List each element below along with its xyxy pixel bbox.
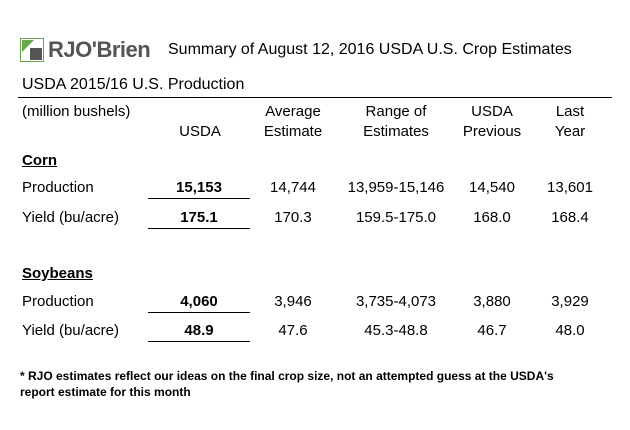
- range-value: 45.3-48.8: [364, 322, 428, 339]
- last-year-value: 48.0: [555, 322, 585, 339]
- units-label: (million bushels): [22, 103, 131, 120]
- usda-value: 48.9: [148, 321, 250, 342]
- previous-value: 14,540: [469, 179, 515, 196]
- range-value: 3,735-4,073: [355, 293, 437, 310]
- row-label: Production: [22, 293, 94, 310]
- column-header-previous-line2: Previous: [462, 123, 522, 140]
- brand-name: RJO'Brien: [48, 37, 151, 62]
- column-header-usda: USDA: [179, 123, 221, 140]
- footnote: * RJO estimates reflect our ideas on the…: [20, 369, 554, 399]
- header-divider: [18, 97, 612, 98]
- section-title: USDA 2015/16 U.S. Production: [22, 76, 245, 93]
- last-year-value: 3,929: [551, 293, 589, 310]
- last-year-value: 168.4: [551, 209, 589, 226]
- page-title: Summary of August 12, 2016 USDA U.S. Cro…: [168, 41, 572, 58]
- average-estimate-value: 14,744: [270, 179, 316, 196]
- previous-value: 168.0: [473, 209, 511, 226]
- column-header-last-year-line1: Last: [555, 103, 585, 120]
- previous-value: 3,880: [473, 293, 511, 310]
- row-label: Yield (bu/acre): [22, 209, 119, 226]
- brand-logo: RJO'Brien: [20, 34, 151, 66]
- last-year-value: 13,601: [547, 179, 593, 196]
- usda-value: 4,060: [148, 292, 250, 313]
- usda-value: 175.1: [148, 208, 250, 229]
- range-value: 13,959-15,146: [347, 179, 445, 196]
- column-header-range-line1: Range of: [365, 103, 427, 120]
- group-title-corn: Corn: [22, 152, 57, 169]
- row-label: Production: [22, 179, 94, 196]
- row-label: Yield (bu/acre): [22, 322, 119, 339]
- column-header-range-line2: Estimates: [363, 123, 429, 140]
- column-header-last-year-line2: Year: [554, 123, 586, 140]
- column-header-previous-line1: USDA: [471, 103, 513, 120]
- column-header-average-line1: Average: [265, 103, 321, 120]
- average-estimate-value: 3,946: [274, 293, 312, 310]
- group-title-soybeans: Soybeans: [22, 265, 93, 282]
- usda-value: 15,153: [148, 178, 250, 199]
- average-estimate-value: 47.6: [278, 322, 308, 339]
- previous-value: 46.7: [477, 322, 507, 339]
- column-header-average-line2: Estimate: [263, 123, 323, 140]
- rjo-logo-icon: [20, 38, 44, 62]
- average-estimate-value: 170.3: [274, 209, 312, 226]
- range-value: 159.5-175.0: [355, 209, 437, 226]
